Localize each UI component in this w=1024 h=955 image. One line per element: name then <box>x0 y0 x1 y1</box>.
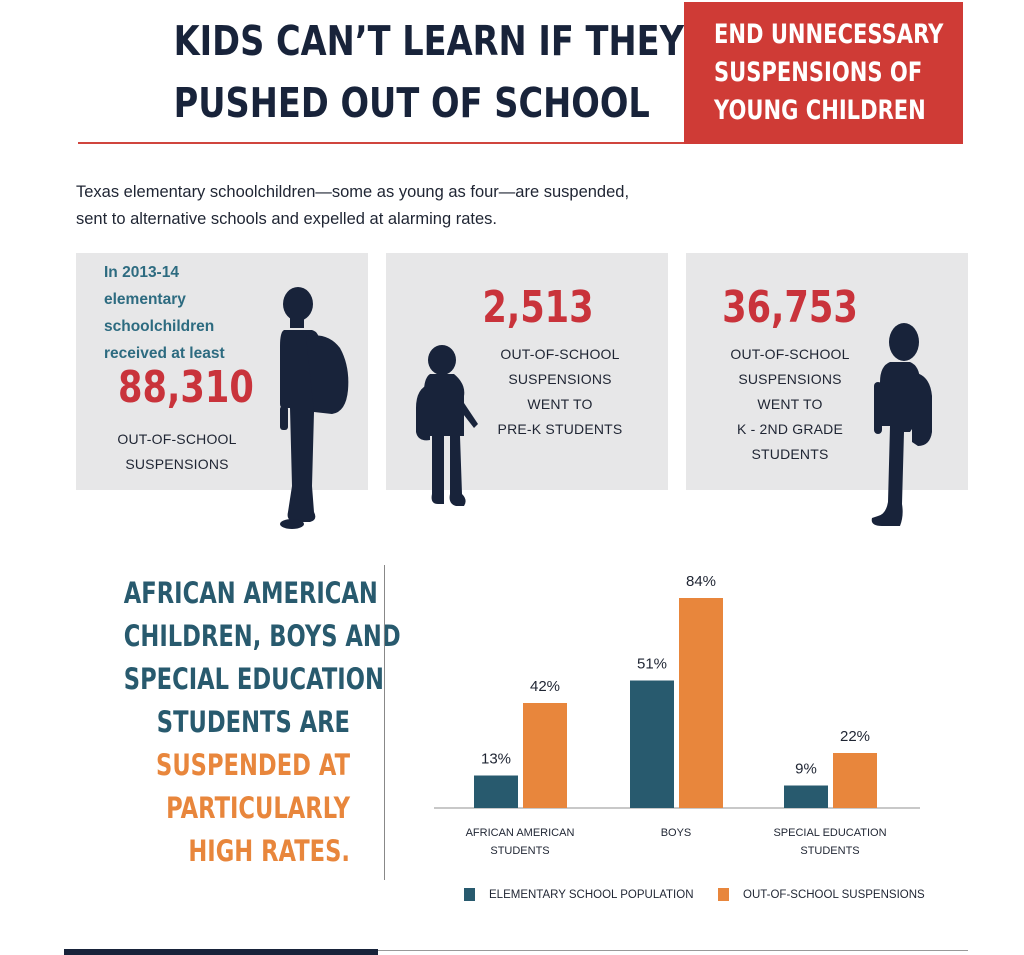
stat-label-line: OUT-OF-SCHOOL <box>117 431 237 447</box>
category-label: SPECIAL EDUCATION <box>773 827 886 839</box>
page-title-line: KIDS CAN’T LEARN IF THEY’RE <box>173 17 746 65</box>
intro-paragraph: Texas elementary schoolchildren—some as … <box>76 179 716 233</box>
page-title-line: PUSHED OUT OF SCHOOL <box>173 79 650 127</box>
callout-line: SUSPENSIONS OF <box>714 57 923 88</box>
category-label: AFRICAN AMERICAN <box>466 827 575 839</box>
bar-population <box>784 785 828 808</box>
child-silhouette-medium-icon <box>871 323 932 526</box>
footer-rule <box>378 950 968 951</box>
bar-value-label: 51% <box>637 656 667 673</box>
stat-label-line: WENT TO <box>757 396 823 412</box>
stat-label-line: OUT-OF-SCHOOL <box>730 346 850 362</box>
stat-label-line: OUT-OF-SCHOOL <box>500 346 620 362</box>
callout-box: END UNNECESSARY SUSPENSIONS OF YOUNG CHI… <box>684 2 963 144</box>
vertical-divider <box>384 565 385 880</box>
statement-line: AFRICAN AMERICAN <box>123 576 378 610</box>
bar-population <box>474 775 518 808</box>
legend-item-population: ELEMENTARY SCHOOL POPULATION <box>464 888 694 901</box>
stat-number-prek: 2,513 <box>482 282 594 333</box>
stat-lead-line: schoolchildren <box>104 318 215 335</box>
stat-lead-text: In 2013-14 elementary schoolchildren rec… <box>104 259 274 367</box>
stat-label-k2: OUT-OF-SCHOOL SUSPENSIONS WENT TO K - 2N… <box>700 342 880 467</box>
statement-line: STUDENTS ARE <box>156 705 350 739</box>
stat-label-line: SUSPENSIONS <box>125 456 229 472</box>
statement-line-emphasis: HIGH RATES. <box>188 834 350 868</box>
stat-label-line: PRE-K STUDENTS <box>497 421 623 437</box>
stat-number-total: 88,310 <box>118 362 254 413</box>
bar-value-label: 13% <box>481 751 511 768</box>
stat-label-line: STUDENTS <box>751 446 829 462</box>
stat-label-line: SUSPENSIONS <box>508 371 612 387</box>
child-silhouette-tall-icon <box>280 287 349 529</box>
category-label: STUDENTS <box>800 845 859 857</box>
bar-value-label: 42% <box>530 678 560 695</box>
highlight-statement: AFRICAN AMERICAN CHILDREN, BOYS AND SPEC… <box>60 572 401 873</box>
bar-suspensions <box>833 753 877 808</box>
legend-label: ELEMENTARY SCHOOL POPULATION <box>489 888 694 901</box>
page-title: KIDS CAN’T LEARN IF THEY’RE PUSHED OUT O… <box>173 10 746 134</box>
intro-line: Texas elementary schoolchildren—some as … <box>76 183 630 201</box>
legend-item-suspensions: OUT-OF-SCHOOL SUSPENSIONS <box>718 888 925 901</box>
statement-line-emphasis: PARTICULARLY <box>166 791 350 825</box>
stat-label-total: OUT-OF-SCHOOL SUSPENSIONS <box>92 427 262 477</box>
statement-line: SPECIAL EDUCATION <box>123 662 384 696</box>
bar-value-label: 9% <box>795 761 817 778</box>
bar-suspensions <box>679 598 723 808</box>
footer-bar <box>64 949 378 955</box>
callout-text: END UNNECESSARY SUSPENSIONS OF YOUNG CHI… <box>714 16 948 130</box>
statement-line-emphasis: SUSPENDED AT <box>156 748 350 782</box>
stat-lead-line: received at least <box>104 345 225 362</box>
legend-swatch-suspensions <box>718 888 729 901</box>
intro-line: sent to alternative schools and expelled… <box>76 210 497 228</box>
bar-population <box>630 680 674 808</box>
stat-label-line: WENT TO <box>527 396 593 412</box>
stat-label-line: K - 2ND GRADE <box>736 421 844 437</box>
bar-value-label: 84% <box>686 573 716 590</box>
header-divider <box>78 142 684 144</box>
callout-line: YOUNG CHILDREN <box>714 95 926 126</box>
category-label: STUDENTS <box>490 845 549 857</box>
stat-panel-k2 <box>686 253 968 490</box>
category-label: BOYS <box>661 827 692 839</box>
legend-swatch-population <box>464 888 475 901</box>
stat-label-line: SUSPENSIONS <box>738 371 842 387</box>
stat-lead-line: elementary <box>104 291 186 308</box>
callout-line: END UNNECESSARY <box>714 19 944 50</box>
bar-chart: 13% 42% AFRICAN AMERICAN STUDENTS 51% 84% BOYS… <box>434 573 920 857</box>
bar-suspensions <box>523 703 567 808</box>
stat-number-k2: 36,753 <box>722 282 858 333</box>
legend-label: OUT-OF-SCHOOL SUSPENSIONS <box>743 888 925 901</box>
child-silhouette-small-icon <box>416 345 478 506</box>
stat-label-prek: OUT-OF-SCHOOL SUSPENSIONS WENT TO PRE-K … <box>470 342 650 442</box>
stat-lead-line: In 2013-14 <box>104 264 179 281</box>
bar-value-label: 22% <box>840 728 870 745</box>
statement-line: CHILDREN, BOYS AND <box>123 619 401 653</box>
